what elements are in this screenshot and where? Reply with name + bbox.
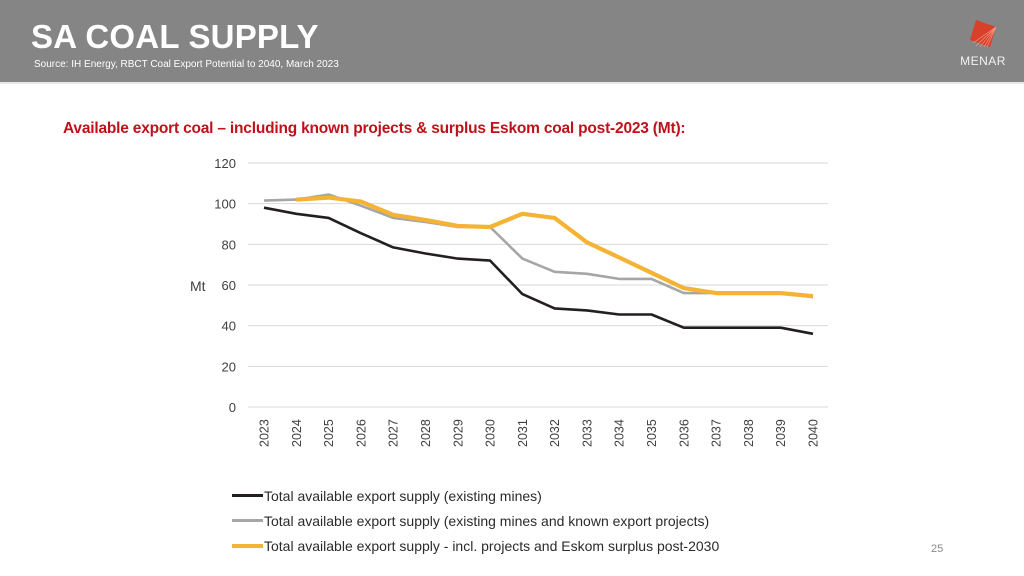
legend-swatch-existing bbox=[232, 494, 263, 497]
y-tick-label: 80 bbox=[222, 237, 236, 252]
gridlines bbox=[248, 162, 828, 408]
y-tick-label: 40 bbox=[222, 319, 236, 334]
x-tick-label: 2040 bbox=[807, 419, 821, 447]
legend-item-known-projects: Total available export supply (existing … bbox=[232, 508, 719, 533]
x-tick-label: 2028 bbox=[419, 419, 433, 447]
x-tick-label: 2038 bbox=[742, 419, 756, 447]
x-tick-label: 2034 bbox=[613, 419, 627, 447]
y-tick-label: 100 bbox=[214, 197, 236, 212]
x-tick-label: 2033 bbox=[580, 419, 594, 447]
x-tick-label: 2025 bbox=[322, 419, 336, 447]
slide-title: SA COAL SUPPLY bbox=[31, 18, 319, 55]
y-tick-label: 0 bbox=[229, 400, 236, 415]
slide-header: SA COAL SUPPLY Source: IH Energy, RBCT C… bbox=[0, 0, 1024, 82]
x-tick-label: 2027 bbox=[387, 419, 401, 447]
menar-logo: MENAR bbox=[960, 18, 1006, 76]
x-tick-label: 2029 bbox=[451, 419, 465, 447]
legend-swatch-eskom-surplus bbox=[232, 543, 263, 548]
legend-label-known-projects: Total available export supply (existing … bbox=[264, 512, 710, 529]
y-tick-label: 60 bbox=[222, 278, 236, 293]
x-tick-label: 2035 bbox=[645, 419, 659, 447]
page-number: 25 bbox=[931, 543, 944, 555]
x-tick-label: 2036 bbox=[677, 419, 691, 447]
legend-item-eskom-surplus: Total available export supply - incl. pr… bbox=[232, 533, 719, 558]
x-tick-label: 2031 bbox=[516, 419, 530, 447]
x-tick-label: 2023 bbox=[258, 419, 272, 447]
x-tick-label: 2032 bbox=[548, 419, 562, 447]
x-axis-ticks: 2023 2024 2025 2026 2027 2028 2029 2030 2031 2032… bbox=[258, 419, 821, 447]
x-tick-label: 2037 bbox=[710, 419, 724, 447]
chart-legend: Total available export supply (existing … bbox=[232, 483, 719, 558]
series-line-existing-mines bbox=[263, 206, 814, 336]
y-axis-ticks: 0 20 40 60 80 100 120 bbox=[214, 156, 236, 415]
x-tick-label: 2026 bbox=[354, 419, 368, 447]
y-axis-label: Mt bbox=[190, 278, 206, 294]
menar-logo-icon bbox=[970, 20, 997, 48]
series-line-known-projects bbox=[263, 193, 814, 299]
series-lines bbox=[263, 193, 814, 336]
legend-swatch-known-projects bbox=[232, 519, 263, 522]
legend-item-existing: Total available export supply (existing … bbox=[232, 483, 719, 508]
source-note: Source: IH Energy, RBCT Coal Export Pote… bbox=[34, 59, 339, 70]
logo-text: MENAR bbox=[960, 54, 1006, 68]
legend-label-existing: Total available export supply (existing … bbox=[264, 487, 542, 504]
header-divider bbox=[0, 82, 1024, 84]
legend-label-eskom-surplus: Total available export supply - incl. pr… bbox=[264, 537, 720, 554]
x-tick-label: 2030 bbox=[484, 419, 498, 447]
y-tick-label: 20 bbox=[222, 359, 236, 374]
series-line-eskom-surplus bbox=[296, 195, 814, 299]
y-tick-label: 120 bbox=[214, 156, 236, 171]
chart-title: Available export coal – including known … bbox=[63, 120, 686, 137]
x-tick-label: 2039 bbox=[774, 419, 788, 447]
x-tick-label: 2024 bbox=[290, 419, 304, 447]
